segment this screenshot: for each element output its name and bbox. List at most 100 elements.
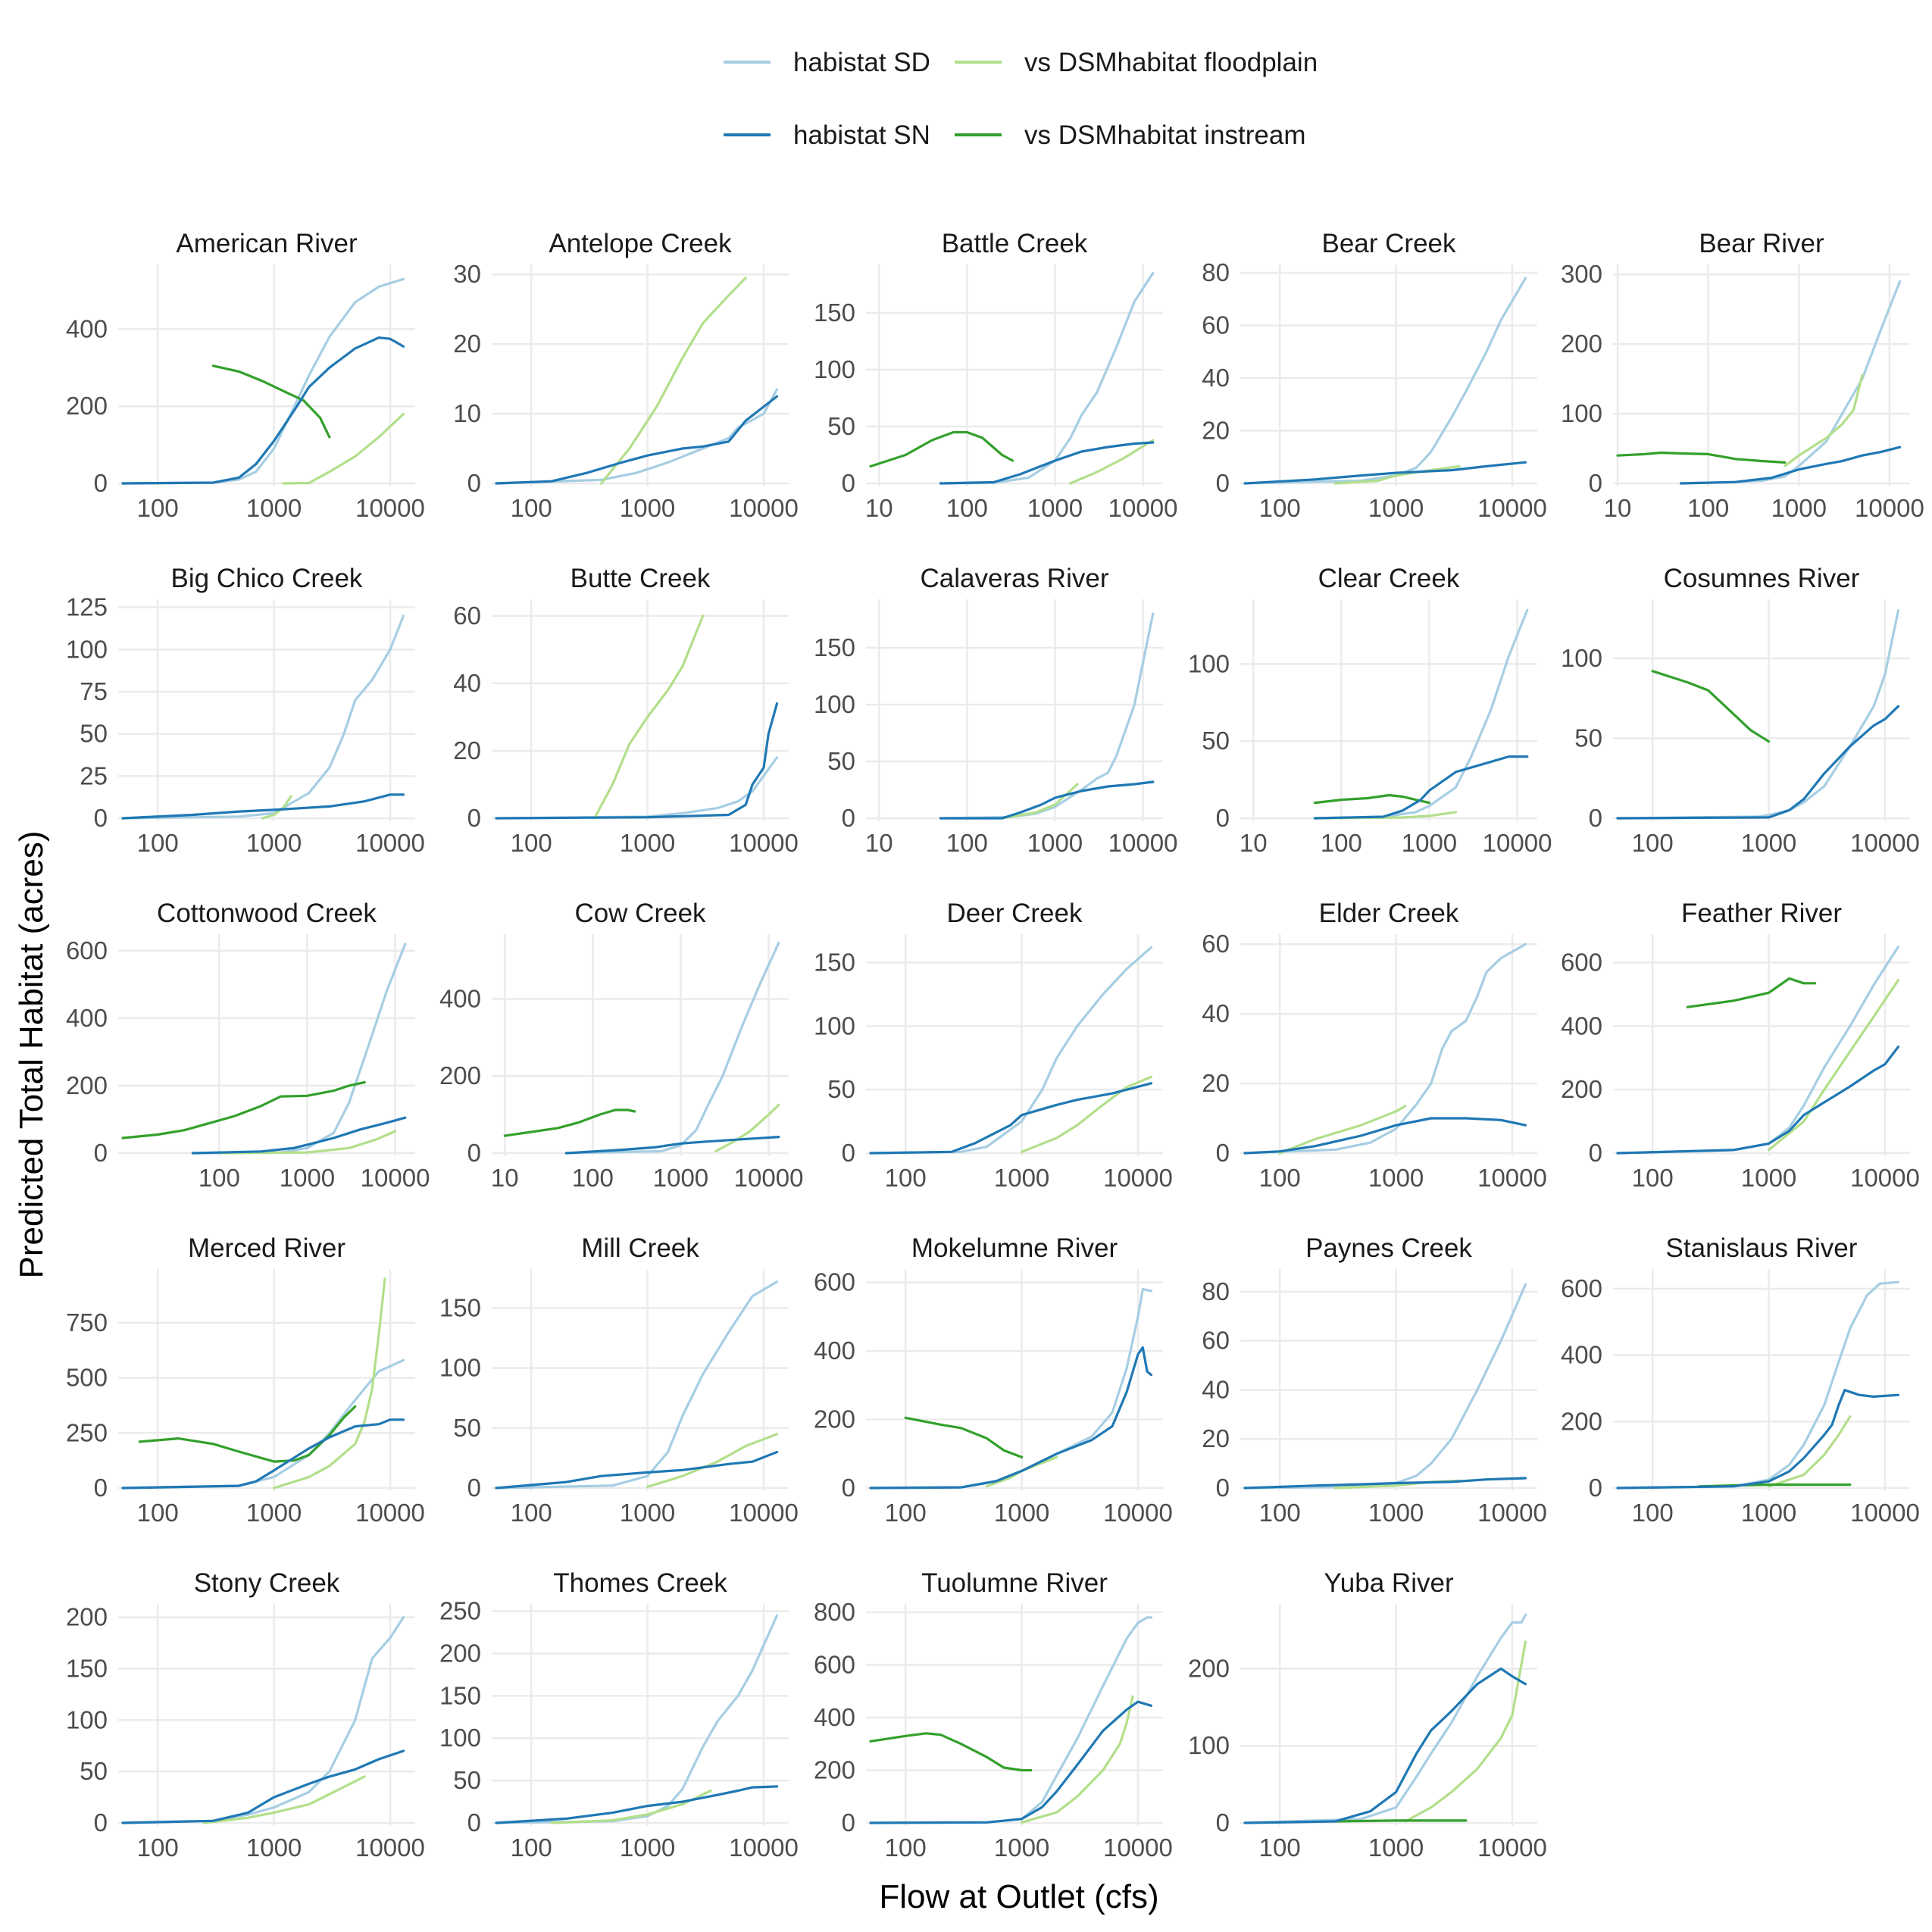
panel-antelope-creek: Antelope Creek 100 1000 10000 0 10 20 30 xyxy=(453,229,799,522)
x-tick-label: 10000 xyxy=(1850,829,1920,857)
series-line-habistat-sd xyxy=(869,1616,1153,1824)
x-tick-label: 1000 xyxy=(1741,1499,1796,1527)
series-line-habistat-sd xyxy=(1616,609,1900,820)
y-tick-label: 0 xyxy=(467,1139,481,1167)
series-line-vs-dsmhabitat-floodplain xyxy=(282,412,405,485)
series-line-habistat-sd xyxy=(1313,608,1529,820)
y-tick-label: 250 xyxy=(66,1418,108,1446)
panel-bear-river: Bear River 10 100 1000 10000 0 100 200 300 xyxy=(1561,229,1924,522)
x-tick-label: 10000 xyxy=(355,829,425,857)
panel-mokelumne-river: Mokelumne River 100 1000 10000 0 200 400 600 xyxy=(814,1233,1173,1527)
series-line-vs-dsmhabitat-floodplain xyxy=(1278,1105,1407,1155)
series-line-habistat-sn xyxy=(869,1346,1153,1490)
x-tick-label: 1000 xyxy=(620,494,675,522)
y-tick-label: 0 xyxy=(467,1809,481,1837)
y-tick-label: 100 xyxy=(439,1724,481,1752)
y-tick-label: 0 xyxy=(1589,469,1602,497)
series-line-habistat-sd xyxy=(121,277,405,485)
panel-cosumnes-river: Cosumnes River 100 1000 10000 0 50 100 xyxy=(1561,564,1920,857)
y-tick-label: 500 xyxy=(66,1364,108,1392)
panel-cottonwood-creek: Cottonwood Creek 100 1000 10000 0 200 400 600 xyxy=(66,899,430,1192)
panel-title: Elder Creek xyxy=(1319,899,1459,928)
x-tick-label: 1000 xyxy=(1741,829,1796,857)
y-tick-label: 50 xyxy=(1574,724,1602,752)
series-line-habistat-sd xyxy=(1243,277,1527,485)
y-tick-label: 200 xyxy=(814,1405,855,1433)
y-tick-label: 200 xyxy=(439,1061,481,1089)
x-tick-label: 100 xyxy=(1259,1164,1301,1192)
x-tick-label: 1000 xyxy=(246,494,302,522)
panel-thomes-creek: Thomes Creek 100 1000 10000 0 50 100 150 200 250 xyxy=(439,1568,799,1862)
y-tick-label: 60 xyxy=(1202,311,1230,339)
y-tick-label: 50 xyxy=(80,1757,108,1785)
x-tick-label: 100 xyxy=(1632,1164,1674,1192)
x-tick-label: 10000 xyxy=(729,829,799,857)
x-tick-label: 10 xyxy=(1604,494,1632,522)
y-tick-label: 50 xyxy=(1202,727,1230,755)
series-line-habistat-sd xyxy=(495,1614,779,1824)
series-line-habistat-sd xyxy=(939,271,1155,485)
y-tick-label: 100 xyxy=(1561,399,1602,427)
x-tick-label: 10000 xyxy=(1850,1499,1920,1527)
y-tick-label: 400 xyxy=(814,1703,855,1731)
series-line-habistat-sn xyxy=(869,1082,1153,1155)
series-line-habistat-sn xyxy=(121,1418,405,1490)
y-tick-label: 0 xyxy=(94,1474,108,1502)
x-tick-label: 100 xyxy=(511,829,552,857)
x-tick-label: 10000 xyxy=(1855,494,1924,522)
x-tick-label: 100 xyxy=(1259,1834,1301,1862)
x-tick-label: 1000 xyxy=(1368,494,1424,522)
y-tick-label: 150 xyxy=(814,633,855,661)
panel-title: Tuolumne River xyxy=(921,1568,1108,1598)
series-line-vs-dsmhabitat-floodplain xyxy=(593,614,705,820)
x-tick-label: 100 xyxy=(1687,494,1729,522)
y-tick-label: 20 xyxy=(453,330,481,358)
panel-title: Battle Creek xyxy=(942,229,1088,258)
series-line-vs-dsmhabitat-instream xyxy=(211,364,331,439)
y-tick-label: 0 xyxy=(94,1809,108,1837)
panel-battle-creek: Battle Creek 10 100 1000 10000 0 50 100 150 xyxy=(814,229,1178,522)
panel-title: Cottonwood Creek xyxy=(157,899,377,928)
y-tick-label: 400 xyxy=(66,314,108,342)
series-line-habistat-sd xyxy=(495,1280,779,1490)
x-tick-label: 100 xyxy=(885,1499,927,1527)
panel-title: Calaveras River xyxy=(921,564,1109,593)
y-tick-label: 600 xyxy=(814,1650,855,1678)
y-tick-label: 200 xyxy=(66,392,108,420)
panel-elder-creek: Elder Creek 100 1000 10000 0 20 40 60 xyxy=(1202,899,1547,1192)
y-tick-label: 200 xyxy=(1561,1407,1602,1435)
series-line-habistat-sd xyxy=(869,1288,1153,1490)
y-tick-label: 600 xyxy=(66,936,108,964)
series-line-habistat-sd xyxy=(1243,1613,1527,1824)
series-line-habistat-sn xyxy=(1243,461,1527,485)
panel-mill-creek: Mill Creek 100 1000 10000 0 50 100 150 xyxy=(439,1233,799,1527)
x-tick-label: 10000 xyxy=(361,1164,430,1192)
series-line-habistat-sn xyxy=(1616,1389,1900,1490)
series-line-habistat-sd xyxy=(121,1358,405,1490)
y-tick-label: 25 xyxy=(80,761,108,789)
series-line-habistat-sn xyxy=(121,793,405,820)
x-tick-label: 1000 xyxy=(280,1164,335,1192)
panel-title: Mill Creek xyxy=(581,1233,699,1263)
y-tick-label: 60 xyxy=(1202,930,1230,958)
y-tick-label: 150 xyxy=(814,299,855,327)
panel-title: American River xyxy=(176,229,358,258)
y-tick-label: 75 xyxy=(80,677,108,705)
panel-merced-river: Merced River 100 1000 10000 0 250 500 750 xyxy=(66,1233,425,1527)
series-line-habistat-sd xyxy=(939,612,1155,820)
panel-cow-creek: Cow Creek 10 100 1000 10000 0 200 400 xyxy=(439,899,804,1192)
panel-stony-creek: Stony Creek 100 1000 10000 0 50 100 150 200 xyxy=(66,1568,425,1862)
y-tick-label: 50 xyxy=(453,1766,481,1794)
y-tick-label: 80 xyxy=(1202,258,1230,286)
panel-paynes-creek: Paynes Creek 100 1000 10000 0 20 40 60 80 xyxy=(1202,1233,1547,1527)
panel-title: Antelope Creek xyxy=(549,229,732,258)
series-line-habistat-sn xyxy=(1616,1046,1900,1155)
series-line-habistat-sd xyxy=(1680,280,1902,485)
series-line-vs-dsmhabitat-floodplain xyxy=(1404,1640,1527,1823)
x-tick-label: 10000 xyxy=(355,1499,425,1527)
y-tick-label: 100 xyxy=(814,1011,855,1039)
series-line-habistat-sn xyxy=(939,441,1155,485)
series-line-habistat-sd xyxy=(495,388,779,485)
y-tick-label: 0 xyxy=(842,1809,855,1837)
panel-clear-creek: Clear Creek 10 100 1000 10000 0 50 100 xyxy=(1188,564,1552,857)
